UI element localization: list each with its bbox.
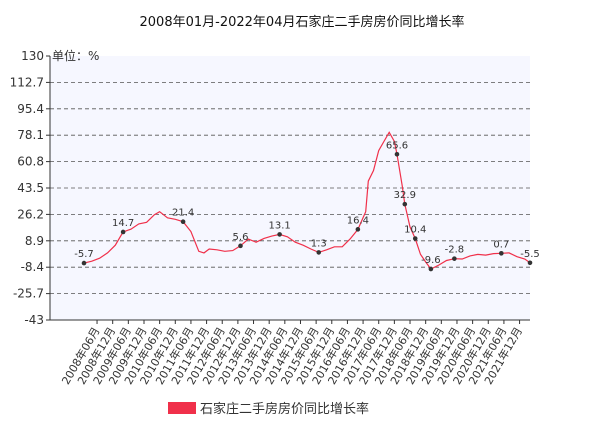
data-label: 32.9 xyxy=(394,190,416,201)
data-point[interactable] xyxy=(81,260,87,266)
data-label: -5.7 xyxy=(74,249,94,260)
y-tick-label: 43.5 xyxy=(17,181,44,195)
y-tick-label: 112.7 xyxy=(10,75,44,89)
data-label: 1.3 xyxy=(311,238,327,249)
data-point[interactable] xyxy=(452,256,457,261)
series-line xyxy=(83,131,531,270)
data-label: 21.4 xyxy=(172,208,194,219)
data-label: 0.7 xyxy=(493,239,509,250)
data-point[interactable] xyxy=(120,229,126,235)
data-point[interactable] xyxy=(402,201,408,207)
data-label: -2.8 xyxy=(445,245,465,256)
data-point[interactable] xyxy=(180,219,186,225)
data-point[interactable] xyxy=(499,251,504,256)
data-point[interactable] xyxy=(428,266,434,272)
data-label: 5.6 xyxy=(233,232,249,243)
x-axis-ticks: 2008年06月2008年12月2009年06月2009年12月2010年06月… xyxy=(59,320,525,387)
y-tick-label: 26.2 xyxy=(17,207,44,221)
data-label: 10.4 xyxy=(404,225,426,236)
y-axis-unit-label: 单位：% xyxy=(52,48,99,63)
data-label: 16.4 xyxy=(347,215,369,226)
data-point[interactable] xyxy=(412,236,418,241)
y-tick-label: 60.8 xyxy=(17,155,44,169)
legend-swatch[interactable] xyxy=(168,402,196,414)
y-tick-label: 95.4 xyxy=(17,102,44,116)
data-point[interactable] xyxy=(238,243,243,249)
y-tick-label: 130 xyxy=(21,49,44,63)
data-point[interactable] xyxy=(394,151,400,157)
data-label: -9.6 xyxy=(421,255,441,266)
data-label: 13.1 xyxy=(268,220,290,231)
y-tick-label: -25.7 xyxy=(13,287,44,301)
y-axis-ticks: 130 112.7 95.4 78.1 60.8 43.5 26.2 8.9 -8.4 -25.7… xyxy=(10,49,50,327)
y-tick-label: 78.1 xyxy=(17,128,44,142)
y-tick-label: -43 xyxy=(24,313,44,327)
y-tick-label: -8.4 xyxy=(21,260,44,274)
data-point[interactable] xyxy=(277,232,282,237)
data-point[interactable] xyxy=(527,260,533,266)
data-label: 65.6 xyxy=(386,140,408,151)
legend-label[interactable]: 石家庄二手房房价同比增长率 xyxy=(200,401,369,417)
data-label: 14.7 xyxy=(112,218,134,229)
data-point[interactable] xyxy=(316,250,322,255)
series-layer xyxy=(83,131,531,270)
y-tick-label: 8.9 xyxy=(25,234,44,248)
data-label: -5.5 xyxy=(520,249,540,260)
data-labels: -5.7 14.7 21.4 5.6 13.1 1.3 16.4 65.6 32.9 10.4 -9… xyxy=(74,140,540,272)
data-point[interactable] xyxy=(355,227,361,232)
chart-title: 2008年01月-2022年04月石家庄二手房房价同比增长率 xyxy=(140,14,465,30)
